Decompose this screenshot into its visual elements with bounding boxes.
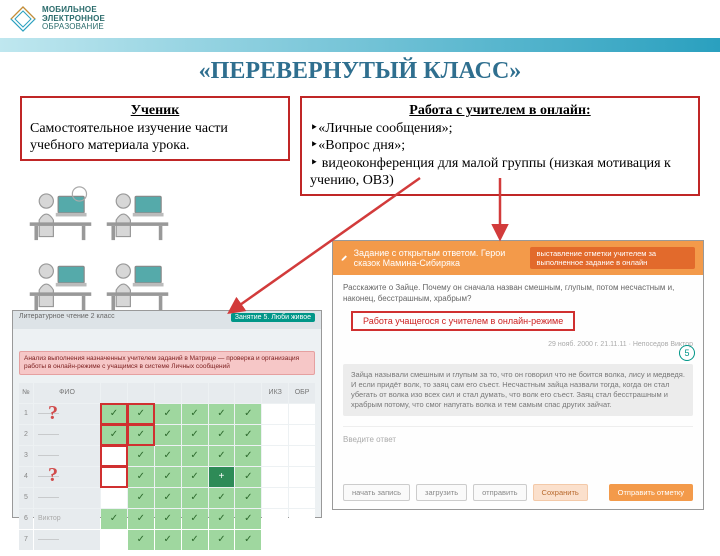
teacher-online-heading: Работа с учителем в онлайн: bbox=[310, 102, 690, 120]
classroom-illustration bbox=[25, 182, 173, 302]
page-title: «ПЕРЕВЕРНУТЫЙ КЛАСС» bbox=[0, 58, 720, 85]
task-body: Расскажите о Зайце. Почему он сначала на… bbox=[333, 275, 703, 509]
student-box-text: Самостоятельное изучение части учебного … bbox=[30, 121, 228, 154]
send-button[interactable]: отправить bbox=[473, 484, 526, 501]
desk-icon bbox=[25, 252, 96, 316]
teacher-online-box: Работа с учителем в онлайн: «Личные сооб… bbox=[300, 96, 700, 196]
task-meta: 29 нояб. 2000 г. 21.11.11 · Непоседов Ви… bbox=[343, 341, 693, 348]
record-button[interactable]: начать запись bbox=[343, 484, 410, 501]
desk-icon bbox=[102, 252, 173, 316]
grade-circle: 5 bbox=[679, 345, 695, 361]
desk-icon bbox=[102, 182, 173, 246]
save-button[interactable]: Сохранить bbox=[533, 484, 588, 501]
header-bar bbox=[0, 38, 720, 52]
student-answer: Зайца называли смешным и глупым за то, ч… bbox=[343, 364, 693, 417]
task-buttons: начать запись загрузить отправить Сохран… bbox=[343, 484, 693, 501]
pencil-icon bbox=[341, 253, 348, 263]
task-screenshot: Задание с открытым ответом. Герои сказок… bbox=[332, 240, 704, 510]
logo-icon bbox=[10, 6, 36, 32]
student-box-heading: Ученик bbox=[30, 102, 280, 120]
logo-text: МОБИЛЬНОЕ ЭЛЕКТРОННОЕ ОБРАЗОВАНИЕ bbox=[42, 6, 105, 31]
question-mark-icon: ? bbox=[48, 402, 58, 425]
upload-button[interactable]: загрузить bbox=[416, 484, 467, 501]
list-item: «Вопрос дня»; bbox=[310, 137, 690, 155]
task-question: Расскажите о Зайце. Почему он сначала на… bbox=[343, 283, 693, 305]
question-mark-icon: ? bbox=[48, 464, 58, 487]
matrix-screenshot: Литературное чтение 2 класс Занятие 5. Л… bbox=[12, 310, 322, 518]
matrix-banner: Анализ выполнения назначенных учителем з… bbox=[19, 351, 315, 375]
matrix-grid: №ФИОИКЗОБР1———✓✓✓✓✓✓2———✓✓✓✓✓✓3———✓✓✓✓✓4… bbox=[13, 381, 321, 556]
list-item: видеоконференция для малой группы (низка… bbox=[310, 155, 690, 190]
teacher-online-list: «Личные сообщения»; «Вопрос дня»; видеок… bbox=[310, 120, 690, 190]
grade-badge: выставление отметки учителем за выполнен… bbox=[530, 247, 695, 269]
submit-grade-button[interactable]: Отправить отметку bbox=[609, 484, 693, 501]
brand-logo: МОБИЛЬНОЕ ЭЛЕКТРОННОЕ ОБРАЗОВАНИЕ bbox=[10, 6, 105, 32]
task-header: Задание с открытым ответом. Герои сказок… bbox=[333, 241, 703, 275]
matrix-tabs: Литературное чтение 2 класс Занятие 5. Л… bbox=[13, 311, 321, 329]
student-box: Ученик Самостоятельное изучение части уч… bbox=[20, 96, 290, 161]
online-mode-label: Работа учащегося с учителем в онлайн-реж… bbox=[351, 311, 575, 331]
desk-icon bbox=[25, 182, 96, 246]
answer-input[interactable]: Введите ответ bbox=[343, 426, 693, 444]
list-item: «Личные сообщения»; bbox=[310, 120, 690, 138]
